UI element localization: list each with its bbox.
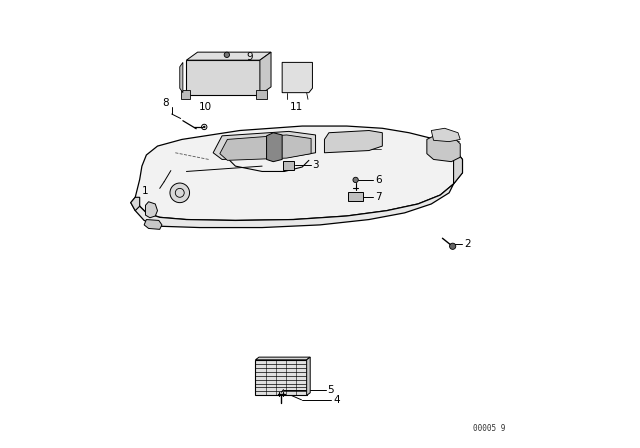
Polygon shape (144, 220, 162, 229)
Polygon shape (284, 161, 294, 170)
Polygon shape (255, 357, 310, 360)
Polygon shape (349, 192, 363, 201)
Polygon shape (145, 202, 157, 218)
Polygon shape (427, 135, 460, 162)
Text: 1: 1 (142, 185, 148, 196)
Text: 2: 2 (464, 239, 471, 249)
Circle shape (224, 52, 230, 57)
Text: 8: 8 (162, 98, 168, 108)
Polygon shape (181, 90, 190, 99)
Polygon shape (431, 128, 460, 142)
Polygon shape (131, 197, 140, 211)
Polygon shape (282, 62, 312, 93)
Polygon shape (186, 52, 271, 60)
Text: 00005 9: 00005 9 (473, 424, 506, 433)
Polygon shape (324, 130, 382, 153)
Polygon shape (257, 90, 267, 99)
Polygon shape (213, 131, 316, 159)
Text: 3: 3 (312, 160, 319, 170)
Circle shape (170, 183, 189, 202)
Text: 10: 10 (198, 102, 212, 112)
Polygon shape (220, 135, 311, 160)
Text: 7: 7 (375, 192, 381, 202)
Polygon shape (454, 148, 463, 184)
Polygon shape (186, 60, 260, 95)
Polygon shape (135, 126, 463, 220)
Circle shape (204, 126, 205, 128)
Text: 4: 4 (333, 395, 340, 405)
Polygon shape (267, 133, 282, 162)
Polygon shape (180, 62, 183, 93)
Circle shape (353, 177, 358, 183)
Circle shape (449, 243, 456, 250)
Text: 9: 9 (246, 52, 253, 62)
Polygon shape (131, 184, 454, 228)
Polygon shape (255, 360, 307, 396)
Polygon shape (307, 357, 310, 396)
Text: 5: 5 (328, 385, 334, 395)
Text: 6: 6 (375, 175, 381, 185)
Polygon shape (260, 52, 271, 95)
Text: 11: 11 (290, 102, 303, 112)
